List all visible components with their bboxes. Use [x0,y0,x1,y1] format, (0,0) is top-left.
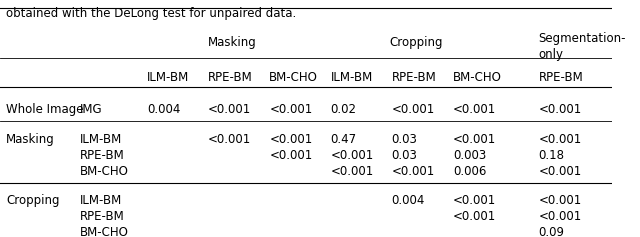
Text: <0.001: <0.001 [539,103,582,116]
Text: IMG: IMG [79,103,102,116]
Text: <0.001: <0.001 [539,210,582,223]
Text: Segmentation-
only: Segmentation- only [539,32,626,61]
Text: RPE-BM: RPE-BM [79,210,124,223]
Text: <0.001: <0.001 [453,195,496,207]
Text: BM-CHO: BM-CHO [453,71,502,84]
Text: <0.001: <0.001 [269,149,312,162]
Text: <0.001: <0.001 [392,165,435,178]
Text: obtained with the DeLong test for unpaired data.: obtained with the DeLong test for unpair… [6,7,297,20]
Text: BM-CHO: BM-CHO [269,71,318,84]
Text: <0.001: <0.001 [453,103,496,116]
Text: 0.02: 0.02 [330,103,356,116]
Text: RPE-BM: RPE-BM [208,71,253,84]
Text: ILM-BM: ILM-BM [330,71,372,84]
Text: BM-CHO: BM-CHO [79,165,129,178]
Text: <0.001: <0.001 [539,195,582,207]
Text: 0.03: 0.03 [392,149,417,162]
Text: 0.004: 0.004 [392,195,425,207]
Text: RPE-BM: RPE-BM [539,71,583,84]
Text: ILM-BM: ILM-BM [79,195,122,207]
Text: <0.001: <0.001 [539,165,582,178]
Text: BM-CHO: BM-CHO [79,226,129,237]
Text: <0.001: <0.001 [539,133,582,146]
Text: ILM-BM: ILM-BM [147,71,189,84]
Text: <0.001: <0.001 [330,149,374,162]
Text: RPE-BM: RPE-BM [79,149,124,162]
Text: <0.001: <0.001 [269,103,312,116]
Text: 0.09: 0.09 [539,226,564,237]
Text: 0.003: 0.003 [453,149,486,162]
Text: RPE-BM: RPE-BM [392,71,436,84]
Text: Masking: Masking [208,36,257,49]
Text: Cropping: Cropping [389,36,443,49]
Text: <0.001: <0.001 [453,133,496,146]
Text: <0.001: <0.001 [208,133,252,146]
Text: <0.001: <0.001 [208,103,252,116]
Text: <0.001: <0.001 [453,210,496,223]
Text: 0.18: 0.18 [539,149,564,162]
Text: 0.03: 0.03 [392,133,417,146]
Text: 0.004: 0.004 [147,103,180,116]
Text: Masking: Masking [6,133,55,146]
Text: <0.001: <0.001 [392,103,435,116]
Text: <0.001: <0.001 [269,133,312,146]
Text: <0.001: <0.001 [330,165,374,178]
Text: 0.47: 0.47 [330,133,356,146]
Text: Cropping: Cropping [6,195,60,207]
Text: 0.006: 0.006 [453,165,486,178]
Text: ILM-BM: ILM-BM [79,133,122,146]
Text: Whole Image: Whole Image [6,103,84,116]
